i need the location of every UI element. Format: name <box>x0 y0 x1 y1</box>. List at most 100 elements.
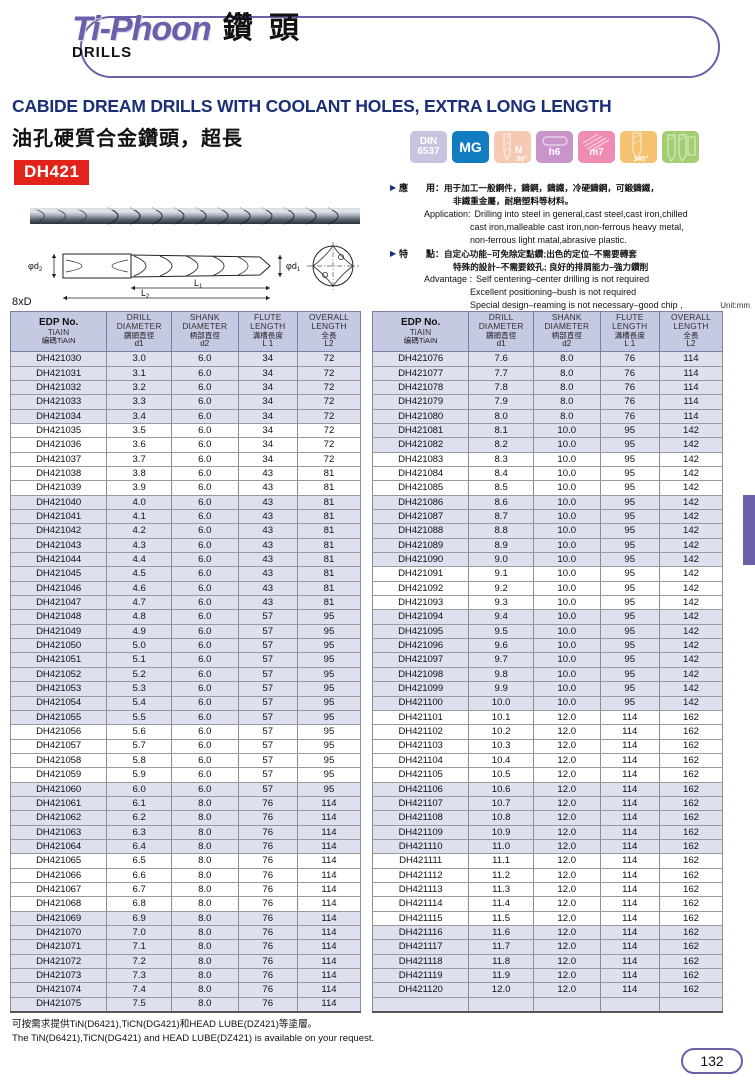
table-cell-c5: 162 <box>659 710 723 726</box>
table-row: DH421093 9.3 10.0 95 142 <box>371 595 723 611</box>
table-cell-c3: 8.0 <box>171 853 239 869</box>
table-cell-c3: 6.0 <box>171 753 239 769</box>
table-cell-c2: 5.2 <box>106 667 172 683</box>
table-cell-c3: 6.0 <box>171 724 239 740</box>
table-cell-c3: 12.0 <box>533 896 601 912</box>
table-cell-c4: 43 <box>237 595 298 611</box>
table-cell-c3: 8.0 <box>533 351 601 367</box>
table-cell-c2: 11.9 <box>468 968 534 984</box>
table-row: DH421077 7.7 8.0 76 114 <box>371 366 723 381</box>
table-cell-c5: 72 <box>297 409 361 424</box>
table-cell-c4: 57 <box>237 681 298 697</box>
table-cell-c2: 3.7 <box>106 452 172 468</box>
table-cell-c2: 11.0 <box>468 839 534 855</box>
table-cell-edp: DH421074 <box>9 982 108 998</box>
table-cell-c4: 114 <box>599 825 660 840</box>
table-cell-c3: 8.0 <box>171 810 239 826</box>
table-row: DH421092 9.2 10.0 95 142 <box>371 581 723 597</box>
table-cell-c3: 12.0 <box>533 796 601 812</box>
bullet-triangle-icon-2: ▶ <box>390 248 397 258</box>
table-cell-c3: 6.0 <box>171 394 239 410</box>
diagram-d1-label: φd1 <box>286 261 301 273</box>
table-cell-c2: 6.3 <box>106 825 172 840</box>
table-cell-c4: 95 <box>599 566 660 582</box>
point-angle-140-sub: 140° <box>633 156 648 163</box>
table-cell-edp: DH421088 <box>371 523 470 539</box>
table-cell-edp: DH421040 <box>9 495 108 511</box>
table-cell-c2: 9.8 <box>468 667 534 683</box>
table-cell-c2: 6.5 <box>106 853 172 869</box>
table-cell-c5: 162 <box>659 939 723 955</box>
table-cell-c2: 8.7 <box>468 509 534 525</box>
table-cell-c4: 43 <box>237 480 298 496</box>
table-row: DH421064 6.4 8.0 76 114 <box>9 839 361 855</box>
table-cell-c5: 95 <box>297 739 361 754</box>
table-cell-c3: 12.0 <box>533 982 601 998</box>
table-cell-c2: 7.2 <box>106 954 172 970</box>
table-cell-c3: 12.0 <box>533 968 601 984</box>
table-cell-c2: 3.2 <box>106 380 172 396</box>
table-cell-edp: DH421043 <box>9 538 108 554</box>
spec-table-left: EDP No. TiAIN 编碼TiAIN DRILL DIAMETER 鑽頭直… <box>9 310 361 1013</box>
table-cell-c5: 142 <box>659 566 723 582</box>
depth-ratio-label: 8xD <box>12 296 32 308</box>
table-cell-c5: 162 <box>659 739 723 754</box>
table-row: DH421080 8.0 8.0 76 114 <box>371 409 723 424</box>
table-cell-c4: 57 <box>237 638 298 654</box>
table-cell-c5: 81 <box>297 466 361 482</box>
table-row: DH421035 3.5 6.0 34 72 <box>9 423 361 439</box>
table-cell-edp: DH421062 <box>9 810 108 826</box>
specification-text-block: ▶ 應 用： 用于加工一般鋼件，鑄鋼，鑄鐵，冷硬鑄鋼，可鍛鑄鐵， 非鐵重金屬，耐… <box>390 182 752 325</box>
table-row: DH421056 5.6 6.0 57 95 <box>9 724 361 740</box>
table-cell-c5: 114 <box>297 810 361 826</box>
table-cell-edp: DH421071 <box>9 939 108 955</box>
table-cell-c4: 114 <box>599 925 660 941</box>
table-cell-c2: 8.4 <box>468 466 534 482</box>
table-row: DH421049 4.9 6.0 57 95 <box>9 624 361 640</box>
table-cell-edp: DH421030 <box>9 351 108 367</box>
table-cell-c3: 6.0 <box>171 681 239 697</box>
flute-glyph <box>582 133 610 152</box>
table-cell-c4: 43 <box>237 581 298 597</box>
table-cell-edp: DH421089 <box>371 538 470 554</box>
table-cell-c5: 95 <box>297 667 361 683</box>
table-cell-c5: 72 <box>297 394 361 410</box>
table-cell-c2: 9.3 <box>468 595 534 611</box>
table-cell-c5: 95 <box>297 638 361 654</box>
table-cell-c4: 95 <box>599 437 660 453</box>
table-cell-c3: 12.0 <box>533 739 601 754</box>
table-cell-edp: DH421109 <box>371 825 470 840</box>
table-row: DH421091 9.1 10.0 95 142 <box>371 566 723 582</box>
table-cell-c3: 12.0 <box>533 882 601 898</box>
table-cell-c4: 114 <box>599 939 660 955</box>
table-cell-edp: DH421100 <box>371 696 470 711</box>
spec-table-right-body: DH421076 7.6 8.0 76 114 DH421077 7.7 8.0 76 114 DH… <box>371 351 723 1013</box>
table-cell-c3: 12.0 <box>533 724 601 740</box>
table-cell-c5: 142 <box>659 452 723 468</box>
table-cell-edp: DH421049 <box>9 624 108 640</box>
table-cell-edp: DH421081 <box>371 423 470 439</box>
table-cell-c2: 10.5 <box>468 767 534 783</box>
table-cell-edp: DH421095 <box>371 624 470 640</box>
table-row: DH421054 5.4 6.0 57 95 <box>9 696 361 711</box>
table-cell-edp: DH421093 <box>371 595 470 611</box>
table-cell-c4: 76 <box>237 882 298 898</box>
table-cell-c4: 57 <box>237 624 298 640</box>
spec-table-right: EDP No. TiAIN 编碼TiAIN DRILL DIAMETER 鑽頭直… <box>371 310 723 1013</box>
table-cell-c3: 6.0 <box>171 739 239 754</box>
table-cell-edp: DH421104 <box>371 753 470 769</box>
table-cell-c3: 6.0 <box>171 710 239 726</box>
table-cell-c4: 114 <box>599 753 660 769</box>
table-cell-c4: 114 <box>599 868 660 883</box>
table-cell-c5: 162 <box>659 982 723 998</box>
table-cell-edp: DH421048 <box>9 609 108 625</box>
table-cell-c2: 6.9 <box>106 911 172 927</box>
col-edp-header: EDP No. TiAIN 编碼TiAIN <box>371 310 470 353</box>
table-cell-c2: 5.1 <box>106 652 172 668</box>
table-row: DH421095 9.5 10.0 95 142 <box>371 624 723 640</box>
table-cell-c3: 12.0 <box>533 782 601 797</box>
table-cell-c5: 142 <box>659 652 723 668</box>
table-cell-c4: 43 <box>237 552 298 568</box>
table-cell-c5: 142 <box>659 552 723 568</box>
table-cell-c5: 114 <box>297 997 361 1013</box>
